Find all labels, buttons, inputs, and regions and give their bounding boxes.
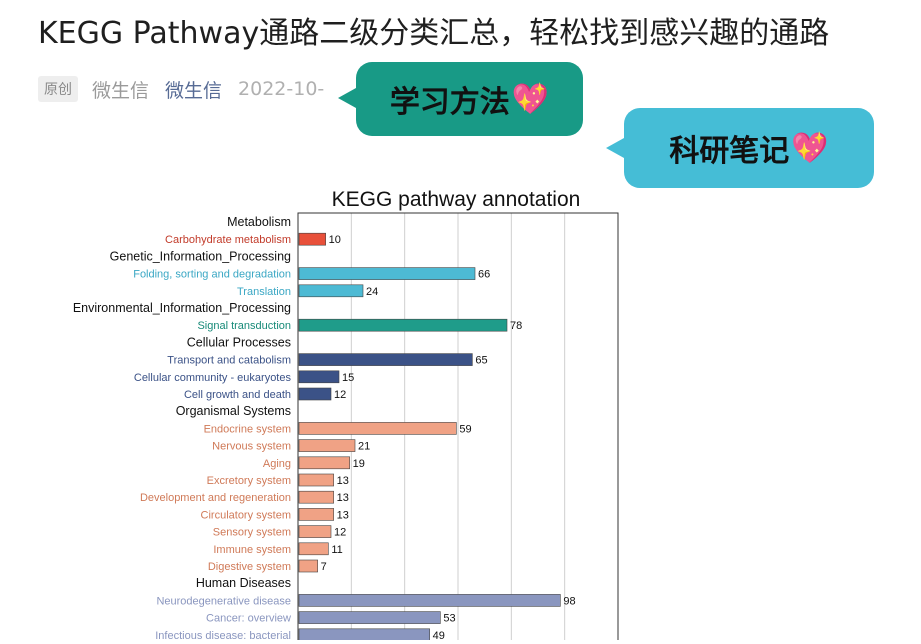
category-group-label: Organismal Systems bbox=[176, 404, 291, 418]
data-label: 13 bbox=[337, 509, 349, 521]
author-name: 微生信 bbox=[92, 79, 150, 102]
sticker-label: 学习方法 bbox=[389, 85, 510, 120]
data-label: 98 bbox=[563, 595, 575, 607]
bar bbox=[298, 490, 334, 504]
category-group-label: Human Diseases bbox=[196, 576, 291, 590]
sticker-study-methods: 学习方法 💖 bbox=[338, 62, 583, 136]
sticker-research-notes: 科研笔记 💖 bbox=[606, 108, 874, 188]
article-title: KEGG Pathway通路二级分类汇总，轻松找到感兴趣的通路 bbox=[38, 16, 830, 51]
sticker-label: 科研笔记 bbox=[669, 134, 790, 169]
tick-label: Cancer: overview bbox=[206, 613, 291, 625]
data-label: 12 bbox=[334, 527, 346, 539]
tick-label: Transport and catabolism bbox=[167, 355, 291, 367]
tick-label: Neurodegenerative disease bbox=[156, 595, 291, 607]
data-label: 65 bbox=[475, 355, 487, 367]
data-label: 10 bbox=[329, 234, 341, 246]
data-label: 59 bbox=[459, 423, 471, 435]
tick-label: Signal transduction bbox=[197, 320, 291, 332]
plot-frame bbox=[297, 212, 619, 644]
publish-date: 2022-10- bbox=[238, 78, 325, 100]
data-label: 19 bbox=[353, 458, 365, 470]
tick-label: Circulatory system bbox=[201, 509, 291, 521]
data-label: 12 bbox=[334, 389, 346, 401]
tick-label: Folding, sorting and degradation bbox=[133, 269, 291, 281]
bar bbox=[298, 594, 561, 607]
bar bbox=[298, 473, 334, 487]
kegg-chart-figure: KEGG pathway annotation Metabolism 10 Carb… bbox=[0, 180, 921, 644]
tick-label: Cell growth and death bbox=[184, 389, 291, 401]
data-label: 11 bbox=[331, 544, 342, 556]
account-link[interactable]: 微生信 bbox=[165, 79, 223, 102]
tick-label: Translation bbox=[237, 286, 291, 298]
data-label: 13 bbox=[337, 475, 349, 487]
bar bbox=[298, 628, 430, 642]
category-group-label: Metabolism bbox=[227, 215, 291, 229]
bar bbox=[298, 542, 329, 556]
data-label: 15 bbox=[342, 372, 354, 384]
bar bbox=[298, 353, 473, 366]
bar bbox=[298, 611, 441, 624]
category-group-label: Environmental_Information_Processing bbox=[73, 301, 291, 315]
kegg-bar-chart: KEGG pathway annotation Metabolism 10 Carb… bbox=[73, 188, 619, 644]
bar bbox=[298, 559, 318, 573]
tick-label: Nervous system bbox=[212, 441, 291, 453]
chart-title: KEGG pathway annotation bbox=[332, 188, 581, 211]
sparkling-heart-icon: 💖 bbox=[511, 81, 550, 117]
data-label: 66 bbox=[478, 269, 490, 281]
category-group-label: Cellular Processes bbox=[187, 335, 291, 349]
tick-label: Digestive system bbox=[208, 561, 291, 573]
article-meta: 原创 微生信 微生信 2022-10- bbox=[38, 74, 324, 104]
data-label: 78 bbox=[510, 320, 522, 332]
bar bbox=[298, 422, 457, 435]
bar bbox=[298, 525, 332, 538]
data-label: 49 bbox=[433, 630, 445, 640]
bar bbox=[298, 387, 332, 401]
tick-label: Sensory system bbox=[213, 527, 291, 539]
sparkling-heart-icon: 💖 bbox=[791, 130, 829, 166]
bar bbox=[298, 456, 350, 470]
tick-label: Infectious disease: bacterial bbox=[155, 630, 291, 640]
tick-label: Excretory system bbox=[207, 475, 291, 487]
bar bbox=[298, 439, 356, 452]
tick-label: Immune system bbox=[213, 544, 291, 556]
data-label: 53 bbox=[443, 613, 455, 625]
category-group-label: Genetic_Information_Processing bbox=[110, 249, 291, 263]
data-label: 24 bbox=[366, 286, 378, 298]
tick-label: Endocrine system bbox=[204, 423, 291, 435]
bar bbox=[298, 267, 476, 280]
bar bbox=[298, 284, 364, 298]
bar bbox=[298, 318, 508, 332]
tick-label: Carbohydrate metabolism bbox=[165, 234, 291, 246]
data-label: 7 bbox=[321, 561, 327, 573]
original-badge: 原创 bbox=[38, 76, 78, 102]
tick-label: Aging bbox=[263, 458, 291, 470]
tick-label: Development and regeneration bbox=[140, 492, 291, 504]
data-label: 21 bbox=[358, 441, 370, 453]
data-label: 13 bbox=[337, 492, 349, 504]
bar bbox=[298, 508, 334, 521]
tick-label: Cellular community - eukaryotes bbox=[134, 372, 292, 384]
bar bbox=[298, 370, 340, 384]
bar bbox=[298, 232, 326, 246]
